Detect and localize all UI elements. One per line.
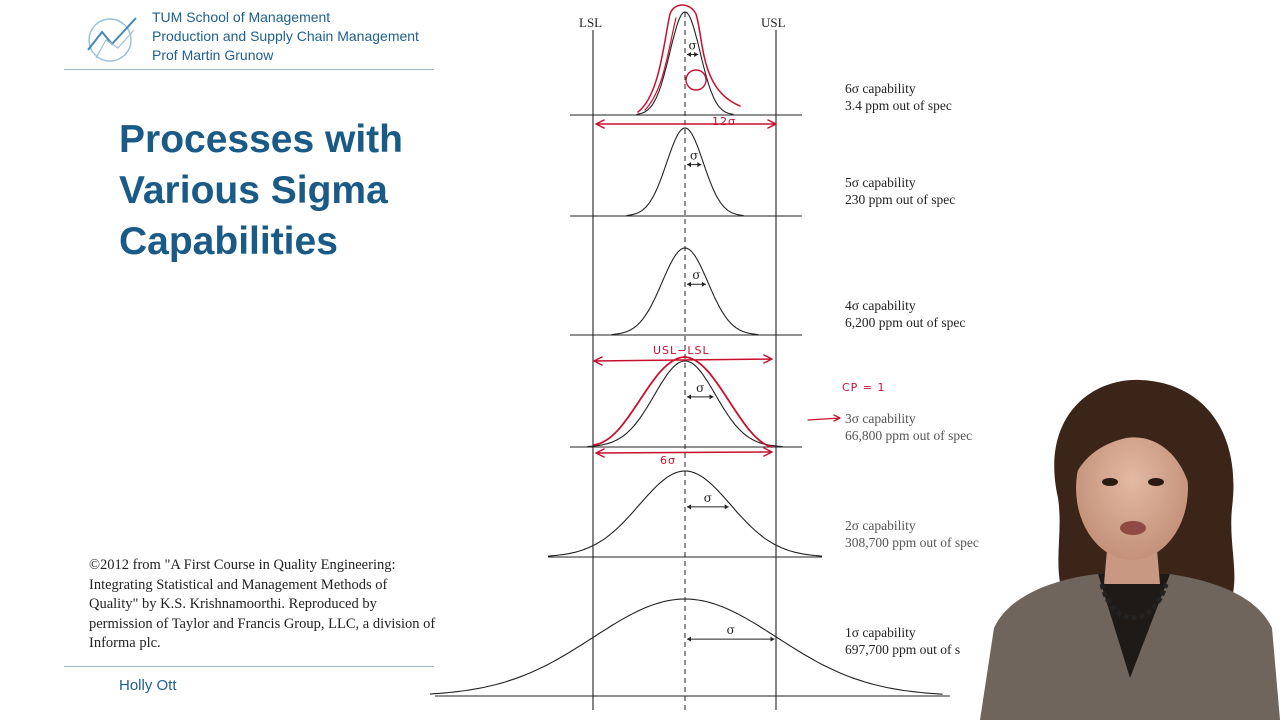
arrowhead bbox=[687, 52, 691, 58]
red-circle-sigma bbox=[685, 69, 707, 91]
sigma-symbol: σ bbox=[692, 268, 700, 282]
capability-name: 6σ capability bbox=[845, 81, 916, 96]
capability-label-6sigma: 6σ capability 3.4 ppm out of spec bbox=[845, 81, 952, 114]
normal-curve-3sigma bbox=[587, 360, 783, 448]
sigma-capability-diagram: σ σ σ σ σ σ bbox=[430, 4, 950, 710]
capability-label-2sigma: 2σ capability 308,700 ppm out of spec bbox=[845, 518, 979, 551]
ppm-out-of-spec: 3.4 ppm out of spec bbox=[845, 97, 952, 113]
chair-name: Production and Supply Chain Management bbox=[152, 28, 419, 44]
arrowhead bbox=[687, 162, 691, 168]
header-text: TUM School of Management Production and … bbox=[152, 8, 419, 65]
normal-curve-6sigma bbox=[636, 11, 734, 115]
lsl-label: LSL bbox=[579, 15, 603, 30]
arrowhead bbox=[724, 504, 729, 510]
sigma-symbol: σ bbox=[727, 623, 735, 637]
arrowhead bbox=[694, 52, 699, 58]
arrowhead bbox=[770, 636, 775, 642]
capability-name: 1σ capability bbox=[845, 625, 916, 640]
presenter-name: Holly Ott bbox=[119, 677, 177, 694]
red-outline-6sigma-inner bbox=[644, 17, 677, 111]
normal-curve-5sigma bbox=[626, 127, 744, 217]
red-pointer-3sigma bbox=[807, 414, 841, 422]
header-divider bbox=[64, 69, 434, 70]
header: TUM School of Management Production and … bbox=[64, 0, 434, 70]
ppm-out-of-spec: 6,200 ppm out of spec bbox=[845, 314, 966, 330]
arrowhead bbox=[697, 162, 702, 168]
arrowhead bbox=[709, 394, 714, 400]
school-name: TUM School of Management bbox=[152, 9, 331, 25]
arrowhead bbox=[687, 394, 691, 400]
capability-label-4sigma: 4σ capability 6,200 ppm out of spec bbox=[845, 298, 965, 331]
tum-logo-icon bbox=[87, 17, 137, 62]
presenter-video-image bbox=[980, 379, 1280, 720]
capability-label-3sigma: 3σ capability 66,800 ppm out of spec bbox=[845, 411, 972, 444]
ppm-out-of-spec: 308,700 ppm out of spec bbox=[845, 534, 979, 550]
sigma-symbol: σ bbox=[704, 491, 712, 505]
capability-label-5sigma: 5σ capability 230 ppm out of spec bbox=[845, 175, 955, 208]
professor-name: Prof Martin Grunow bbox=[152, 47, 274, 63]
capability-label-1sigma: 1σ capability 697,700 ppm out of s bbox=[845, 625, 960, 658]
red-trace-3sigma-curve bbox=[593, 356, 773, 448]
capability-name: 3σ capability bbox=[845, 411, 916, 426]
capability-name: 4σ capability bbox=[845, 298, 916, 313]
arrowhead bbox=[687, 281, 691, 287]
annotation-usl-minus-lsl: USL−LSL bbox=[653, 344, 710, 357]
handwritten-annotations bbox=[593, 4, 841, 458]
sigma-symbol: σ bbox=[696, 381, 704, 395]
red-arrow-12sigma bbox=[595, 119, 777, 129]
arrowhead bbox=[701, 281, 706, 287]
arrowhead bbox=[687, 636, 691, 642]
annotation-cp-equals-1: CP = 1 bbox=[842, 381, 886, 394]
sigma-symbol: σ bbox=[690, 149, 698, 163]
title-line-1: Processes with bbox=[119, 118, 403, 161]
usl-label: USL bbox=[761, 15, 786, 30]
red-arrow-usl-lsl bbox=[593, 354, 773, 366]
ppm-out-of-spec: 230 ppm out of spec bbox=[845, 191, 956, 207]
capability-name: 2σ capability bbox=[845, 518, 916, 533]
capability-name: 5σ capability bbox=[845, 175, 916, 190]
title-line-2: Various Sigma bbox=[119, 169, 388, 212]
slide-title: Processes with Various Sigma Capabilitie… bbox=[119, 114, 449, 267]
title-line-3: Capabilities bbox=[119, 220, 338, 263]
copyright-credit: ©2012 from "A First Course in Quality En… bbox=[89, 557, 436, 652]
annotation-6-sigma: 6σ bbox=[660, 454, 676, 467]
sigma-symbol: σ bbox=[688, 39, 696, 53]
arrowhead bbox=[687, 504, 691, 510]
footer-divider bbox=[64, 666, 434, 667]
red-arrow-6sigma bbox=[595, 447, 773, 458]
ppm-out-of-spec: 66,800 ppm out of spec bbox=[845, 427, 973, 443]
red-outline-6sigma-curve bbox=[637, 4, 741, 113]
ppm-out-of-spec: 697,700 ppm out of s bbox=[845, 641, 961, 657]
annotation-12-sigma: 12σ bbox=[712, 115, 736, 128]
